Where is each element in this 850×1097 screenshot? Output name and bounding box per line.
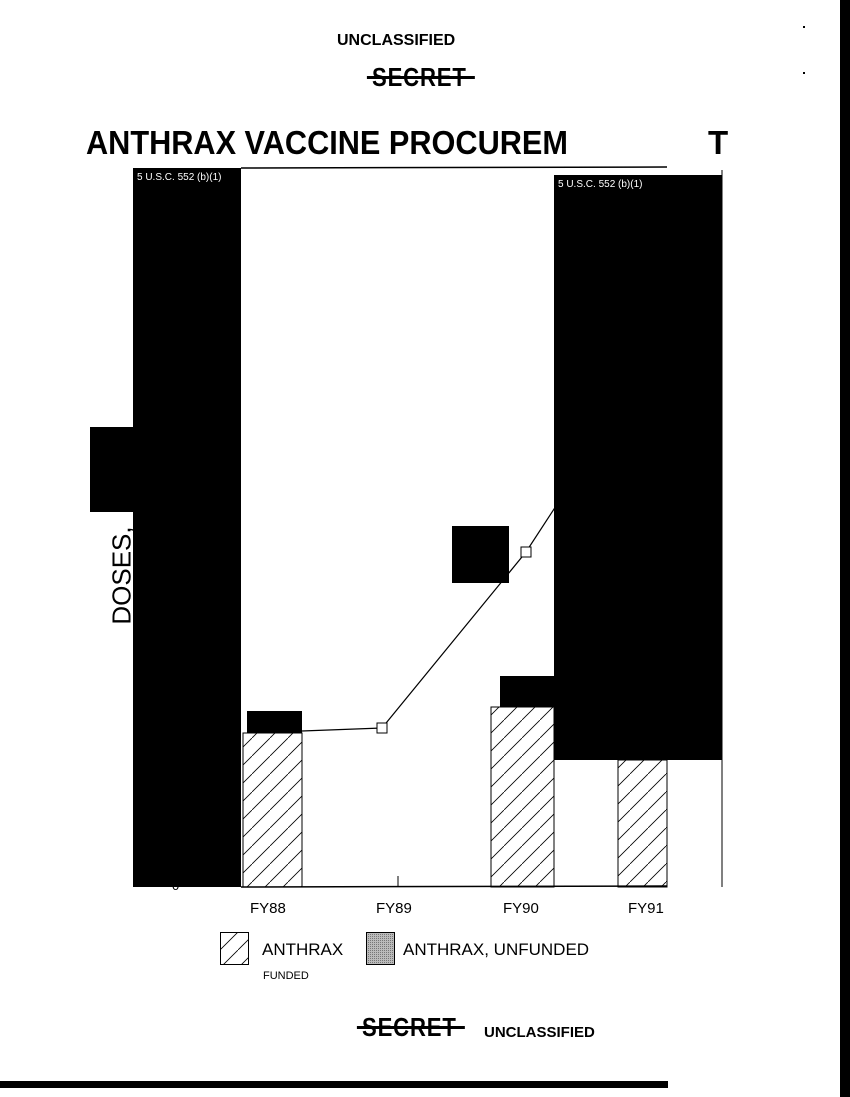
page-bottom-rule: [0, 1081, 668, 1088]
chart-title: ANTHRAX VACCINE PROCUREM: [86, 124, 568, 162]
title-right: T: [708, 124, 729, 161]
redaction-fy90-top: [500, 676, 554, 707]
y-tick-0: 0: [172, 878, 180, 893]
x-tick-label: FY91: [628, 900, 664, 917]
bar-fy90-funded: [490, 706, 555, 888]
redaction-label-right: 5 U.S.C. 552 (b)(1): [558, 179, 643, 190]
legend-sublabel-funded: FUNDED: [263, 970, 309, 982]
legend: ANTHRAX FUNDED ANTHRAX, UNFUNDED: [220, 932, 640, 982]
line-marker-fy89: [376, 722, 388, 734]
top-classification: UNCLASSIFIED: [337, 32, 456, 49]
scan-speck: [803, 26, 805, 28]
x-axis: [240, 885, 668, 888]
line-series: [301, 505, 557, 732]
redaction-fy88-top: [247, 711, 302, 733]
legend-swatch-funded: [220, 932, 249, 965]
bottom-classification: UNCLASSIFIED: [484, 1024, 595, 1041]
plot-top-border: [240, 166, 668, 169]
redaction-left: 5 U.S.C. 552 (b)(1): [133, 168, 241, 887]
x-tick-label: FY90: [503, 900, 539, 917]
redaction-right: 5 U.S.C. 552 (b)(1): [554, 175, 722, 760]
page-right-edge: [840, 0, 850, 1097]
x-tick-label: FY89: [376, 900, 412, 917]
bar-fy88-funded: [242, 732, 303, 888]
bar-fy91-funded: [617, 759, 668, 888]
scan-speck: [803, 72, 805, 74]
bottom-struck-secret: SECRET: [356, 1012, 466, 1042]
redaction-fy89: [452, 526, 509, 583]
redaction-ylabel-box: [90, 427, 133, 512]
line-marker-fy90: [520, 546, 532, 558]
title-left: ANTHRAX VACCINE PROCUREM: [86, 124, 568, 161]
redaction-label-left: 5 U.S.C. 552 (b)(1): [137, 172, 222, 183]
legend-label-unfunded: ANTHRAX, UNFUNDED: [403, 940, 590, 959]
legend-label-funded: ANTHRAX: [262, 940, 344, 959]
top-struck-secret: SECRET: [366, 62, 476, 92]
x-tick-label: FY88: [250, 900, 286, 917]
y-axis-label: DOSES,: [106, 526, 137, 625]
legend-swatch-unfunded: [366, 932, 395, 965]
